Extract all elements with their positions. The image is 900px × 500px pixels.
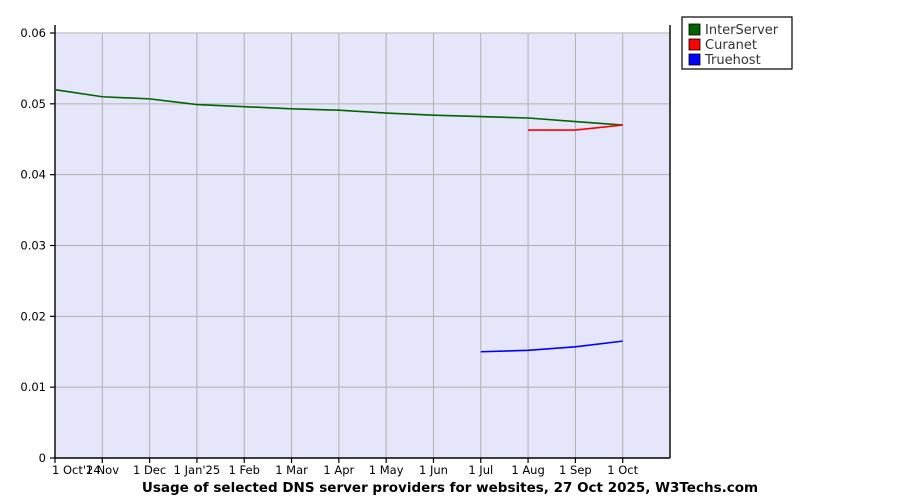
x-tick-label: 1 Oct'24 — [52, 463, 101, 477]
y-axis-ticks: 0 0.01 0.02 0.03 0.04 0.05 0.06 — [20, 26, 55, 465]
legend-label-interserver: InterServer — [705, 23, 779, 38]
series-line-truehost — [480, 340, 623, 353]
x-tick-label: 1 Dec — [133, 463, 166, 477]
x-tick-label: 1 Mar — [275, 463, 308, 477]
x-tick-label: 1 Feb — [229, 463, 260, 477]
x-tick-label: 1 Jan'25 — [174, 463, 221, 477]
x-axis-ticks: 1 Oct'241 Nov 1 Dec 1 Jan'25 1 Feb 1 Mar 1 Ap… — [52, 458, 639, 477]
y-tick-label: 0.05 — [20, 97, 46, 111]
legend-swatch-interserver — [688, 23, 701, 36]
legend-label-truehost: Truehost — [704, 53, 761, 68]
x-tick-label: 1 Jun — [419, 463, 448, 477]
x-tick-label: 1 Aug — [511, 463, 544, 477]
x-tick-label: 1 Oct — [607, 463, 638, 477]
legend-swatch-curanet — [688, 38, 701, 51]
legend-label-curanet: Curanet — [705, 38, 757, 53]
y-tick-label: 0.01 — [20, 380, 46, 394]
x-tick-label: 1 Nov — [86, 463, 120, 477]
horizontal-gridlines — [55, 32, 670, 388]
x-tick-label: 1 May — [369, 463, 404, 477]
x-tick-label: 1 Jul — [468, 463, 493, 477]
series-line-curanet — [528, 124, 623, 131]
y-tick-label: 0.04 — [20, 168, 46, 182]
series-line-interserver — [54, 88, 623, 126]
y-tick-label: 0.02 — [20, 309, 46, 323]
y-tick-label: 0 — [39, 451, 46, 465]
x-tick-label: 1 Sep — [559, 463, 592, 477]
x-tick-label: 1 Apr — [323, 463, 354, 477]
y-tick-label: 0.06 — [20, 26, 46, 40]
y-tick-label: 0.03 — [20, 239, 46, 253]
legend-swatch-truehost — [688, 53, 701, 66]
series-lines — [54, 88, 623, 353]
chart-title: Usage of selected DNS server providers f… — [142, 480, 758, 496]
